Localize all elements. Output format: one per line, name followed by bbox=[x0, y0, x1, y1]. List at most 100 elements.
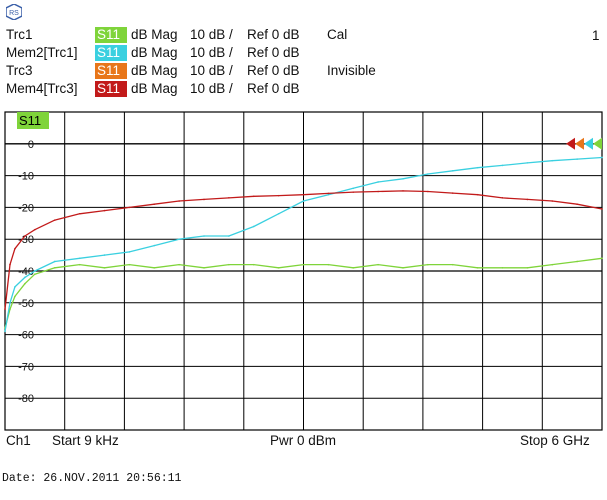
trace-point bbox=[352, 191, 355, 193]
trace-point bbox=[501, 197, 504, 199]
reference-marker-icon bbox=[584, 137, 593, 150]
trace-reference: Ref 0 dB bbox=[247, 63, 300, 78]
trace-point bbox=[302, 263, 305, 266]
y-tick-label: 0 bbox=[28, 139, 34, 151]
trace-point bbox=[203, 267, 205, 269]
reference-marker-icon bbox=[566, 137, 575, 150]
trace-line-1 bbox=[4, 156, 603, 332]
trace-point bbox=[576, 203, 578, 206]
y-tick-label: -40 bbox=[18, 266, 34, 278]
trace-point bbox=[14, 247, 16, 250]
trace-point bbox=[4, 330, 6, 333]
trace-point bbox=[78, 212, 81, 215]
trace-point bbox=[34, 273, 36, 275]
trace-point bbox=[526, 198, 529, 201]
trace-point bbox=[203, 198, 205, 201]
trace-point bbox=[277, 212, 280, 215]
svg-text:RS: RS bbox=[9, 10, 19, 17]
channel-label: Ch1 bbox=[6, 433, 31, 448]
trace-point bbox=[327, 263, 330, 266]
trace-scale: 10 dB / bbox=[190, 81, 233, 96]
trace-name: Mem4[Trc3] bbox=[6, 81, 78, 96]
trace-point bbox=[402, 177, 404, 180]
active-trace-label: S11 bbox=[17, 112, 49, 129]
trace-point bbox=[576, 260, 578, 263]
trace-point bbox=[526, 162, 529, 164]
trace-point bbox=[601, 208, 603, 210]
trace-point bbox=[327, 192, 330, 195]
trace-markers bbox=[566, 137, 602, 150]
trace-point bbox=[377, 181, 379, 183]
trace-point bbox=[153, 203, 156, 206]
trace-point bbox=[24, 276, 26, 279]
trace-point bbox=[252, 195, 255, 198]
trace-point bbox=[178, 238, 180, 240]
y-tick-label: -80 bbox=[18, 393, 34, 405]
trace-point bbox=[377, 263, 379, 266]
trace-point bbox=[402, 267, 404, 269]
trace-point bbox=[203, 235, 205, 237]
trace-point bbox=[451, 170, 454, 172]
grid bbox=[4, 111, 603, 431]
trace-point bbox=[34, 228, 36, 231]
trace-name: Trc3 bbox=[6, 63, 33, 78]
trace-point bbox=[427, 263, 429, 266]
trace-point bbox=[601, 156, 603, 159]
traces bbox=[4, 156, 603, 333]
trace-line-2 bbox=[4, 190, 603, 310]
trace-format: dB Mag bbox=[131, 81, 178, 96]
trace-point bbox=[476, 193, 479, 196]
trace-point bbox=[402, 190, 404, 192]
trace-point bbox=[14, 295, 16, 298]
trace-point bbox=[526, 267, 529, 269]
trace-badge: S11 bbox=[95, 45, 127, 61]
trace-point bbox=[4, 308, 6, 310]
trace-name: Trc1 bbox=[6, 27, 33, 42]
trace-point bbox=[53, 260, 56, 263]
trace-note: Cal bbox=[327, 27, 348, 42]
trace-point bbox=[78, 263, 81, 266]
trace-reference: Ref 0 dB bbox=[247, 45, 300, 60]
trace-point bbox=[327, 193, 330, 196]
trace-point bbox=[103, 209, 106, 212]
trace-point bbox=[451, 263, 454, 266]
trace-name: Mem2[Trc1] bbox=[6, 45, 78, 60]
trace-point bbox=[178, 263, 180, 266]
trace-point bbox=[576, 158, 578, 160]
y-tick-label: -20 bbox=[18, 202, 34, 214]
window-number: 1 bbox=[592, 28, 600, 43]
trace-point bbox=[34, 270, 36, 272]
trace-point bbox=[451, 192, 454, 194]
trace-badge: S11 bbox=[95, 27, 127, 43]
trace-point bbox=[24, 235, 26, 237]
trace-point bbox=[501, 267, 504, 269]
trace-point bbox=[601, 257, 603, 260]
y-tick-label: -30 bbox=[18, 234, 34, 246]
trace-badge: S11 bbox=[95, 81, 127, 97]
trace-point bbox=[103, 267, 106, 269]
reference-marker-icon bbox=[593, 137, 602, 150]
trace-point bbox=[78, 257, 81, 260]
trace-line-0 bbox=[4, 257, 603, 329]
trace-point bbox=[427, 173, 429, 175]
y-tick-label: -70 bbox=[18, 361, 34, 373]
trace-point bbox=[352, 267, 355, 269]
trace-point bbox=[228, 263, 230, 266]
source-power: Pwr 0 dBm bbox=[270, 433, 337, 448]
trace-point bbox=[128, 263, 131, 266]
y-tick-label: -50 bbox=[18, 298, 34, 310]
trace-format: dB Mag bbox=[131, 27, 178, 42]
trace-point bbox=[53, 267, 56, 269]
trace-scale: 10 dB / bbox=[190, 27, 233, 42]
trace-point bbox=[14, 286, 16, 288]
trace-point bbox=[551, 159, 554, 162]
trace-format: dB Mag bbox=[131, 45, 178, 60]
trace-point bbox=[24, 282, 26, 285]
trace-point bbox=[551, 263, 554, 266]
y-tick-label: -10 bbox=[18, 171, 34, 183]
trace-point bbox=[501, 164, 504, 167]
trace-point bbox=[277, 267, 280, 269]
trace-scale: 10 dB / bbox=[190, 63, 233, 78]
